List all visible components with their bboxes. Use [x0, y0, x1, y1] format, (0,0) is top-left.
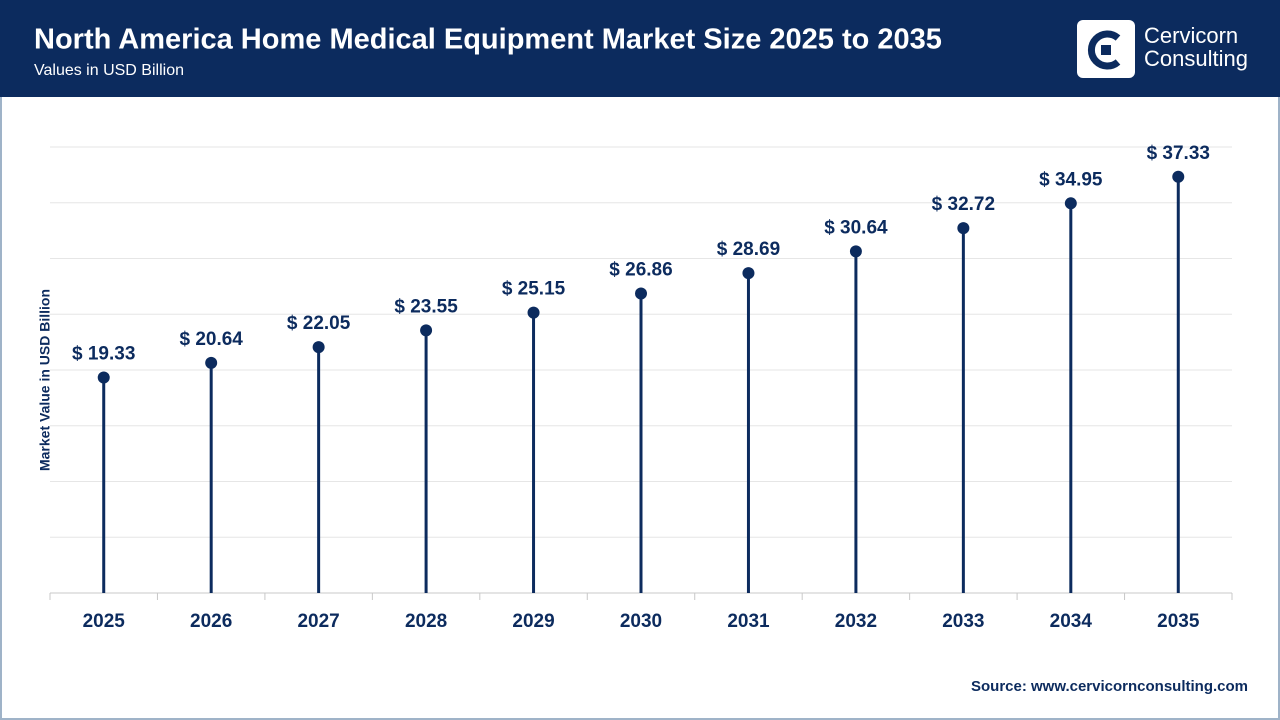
value-label: $ 26.86: [609, 260, 672, 281]
value-label: $ 37.33: [1147, 143, 1210, 164]
dot: [849, 245, 862, 258]
value-label: $ 30.64: [824, 217, 888, 238]
dot: [957, 222, 970, 235]
chart-title: North America Home Medical Equipment Mar…: [34, 24, 942, 56]
value-label: $ 23.55: [394, 296, 458, 317]
value-label: $ 19.33: [72, 343, 135, 364]
dot: [1172, 170, 1185, 183]
x-tick-label: 2033: [942, 611, 984, 632]
x-tick-label: 2035: [1157, 611, 1200, 632]
value-label: $ 22.05: [287, 313, 351, 334]
x-tick-label: 2026: [190, 611, 232, 632]
x-tick-label: 2034: [1050, 611, 1093, 632]
dot: [742, 267, 755, 280]
brand-text: Consulting: [1144, 46, 1248, 71]
y-axis-label: Market Value in USD Billion: [37, 289, 53, 471]
logo-mark: [1101, 45, 1111, 55]
header-band: [0, 0, 1280, 97]
x-tick-label: 2032: [835, 611, 877, 632]
value-label: $ 25.15: [502, 279, 566, 300]
chart-subtitle: Values in USD Billion: [34, 62, 184, 79]
value-label: $ 34.95: [1039, 169, 1103, 190]
dot: [205, 356, 218, 369]
source: Source: www.cervicornconsulting.com: [971, 678, 1248, 695]
x-tick-label: 2031: [727, 611, 770, 632]
dot: [635, 287, 647, 300]
x-tick-label: 2025: [83, 611, 126, 632]
value-label: $ 20.64: [179, 329, 243, 350]
x-tick-label: 2028: [405, 611, 447, 632]
dot: [97, 371, 110, 384]
value-label: $ 32.72: [932, 194, 995, 215]
brand-text: Cervicorn: [1144, 23, 1238, 48]
x-tick-label: 2029: [512, 611, 554, 632]
x-tick-label: 2027: [297, 611, 339, 632]
x-tick-label: 2030: [620, 611, 662, 632]
logo-mark: [1087, 30, 1121, 70]
dot: [527, 306, 540, 319]
dot: [420, 324, 433, 337]
value-label: $ 28.69: [717, 239, 780, 260]
dot: [1064, 197, 1077, 210]
dot: [312, 341, 325, 354]
